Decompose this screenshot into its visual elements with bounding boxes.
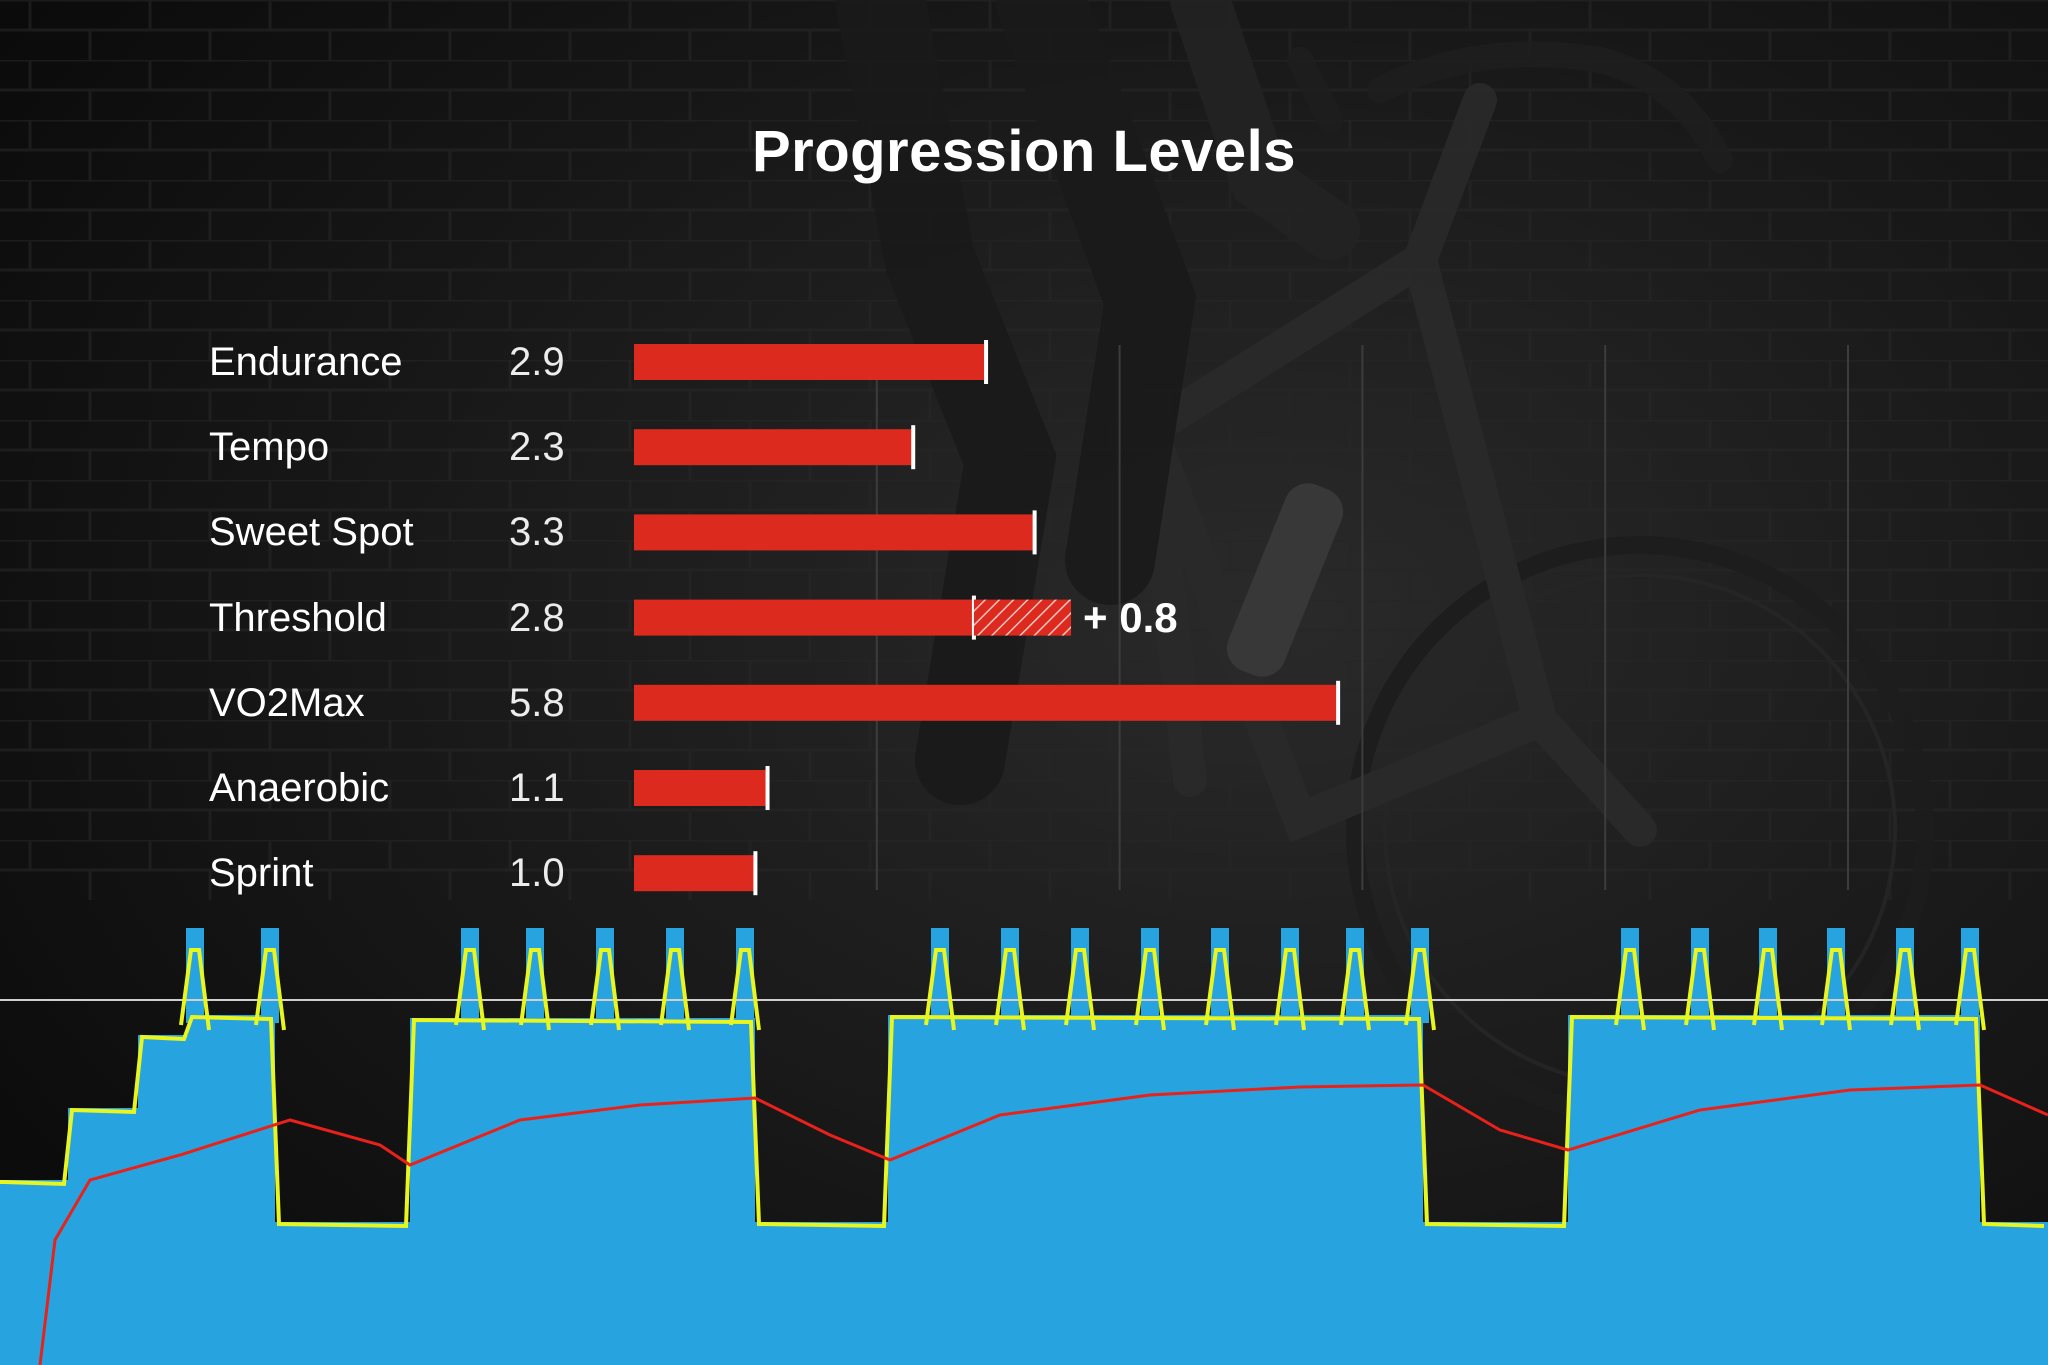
category-label: Threshold <box>209 595 387 640</box>
power-area <box>0 1015 2048 1365</box>
power-spike <box>1954 948 1986 1031</box>
rider-arm <box>1170 0 1360 260</box>
bar-end-marker <box>911 425 916 470</box>
value-label: 2.8 <box>509 595 565 640</box>
value-label: 3.3 <box>509 510 565 555</box>
power-spike <box>1204 948 1236 1031</box>
power-spike <box>589 948 621 1031</box>
power-spike <box>1614 948 1646 1031</box>
category-label: Sprint <box>209 851 314 896</box>
category-label: VO2Max <box>209 680 365 725</box>
power-spike <box>1684 948 1716 1031</box>
bar <box>634 855 756 892</box>
bar-end-marker <box>1032 510 1037 555</box>
bar <box>634 344 987 380</box>
bar <box>634 684 1339 721</box>
power-spike <box>729 948 761 1031</box>
power-spike <box>1889 948 1921 1031</box>
value-label: 5.8 <box>509 680 565 725</box>
bar <box>634 514 1035 551</box>
value-label: 2.9 <box>509 340 565 384</box>
power-spike <box>1820 948 1852 1031</box>
power-spike <box>179 948 211 1031</box>
power-spike <box>924 948 956 1031</box>
bar-end-marker <box>765 766 770 810</box>
value-label: 1.1 <box>509 766 565 810</box>
category-label: Sweet Spot <box>209 510 414 555</box>
bar-end-marker <box>984 340 989 384</box>
category-label: Anaerobic <box>209 766 390 810</box>
power-spike <box>1752 948 1784 1031</box>
value-label: 1.0 <box>509 851 565 896</box>
power-spike <box>254 948 286 1031</box>
bar <box>634 429 914 466</box>
bar <box>634 770 768 806</box>
power-spike <box>1404 948 1436 1031</box>
heart-rate-trace <box>38 1083 2048 1365</box>
category-label: Endurance <box>209 340 403 384</box>
power-spike <box>1134 948 1166 1031</box>
value-label: 2.3 <box>509 425 565 470</box>
water-bottle <box>1226 483 1344 677</box>
bar-end-marker <box>1336 680 1341 725</box>
power-spike <box>1274 948 1306 1031</box>
chart-title: Progression Levels <box>751 119 1297 184</box>
power-spike <box>1064 948 1096 1031</box>
power-trace <box>0 1014 2045 1229</box>
power-spike <box>1339 948 1371 1031</box>
bar <box>634 599 974 636</box>
bar-end-marker <box>753 851 758 896</box>
power-spike <box>519 948 551 1031</box>
bars <box>634 340 1341 896</box>
power-profile <box>0 928 2048 1365</box>
category-label: Tempo <box>209 425 330 470</box>
power-spike <box>454 948 486 1031</box>
cyclist-silhouette <box>835 0 1934 1124</box>
threshold-increase-label: + 0.8 <box>1083 593 1178 641</box>
bar-increase <box>973 599 1072 636</box>
power-spike <box>994 948 1026 1031</box>
handlebar <box>1287 41 1733 173</box>
power-spike <box>659 948 691 1031</box>
